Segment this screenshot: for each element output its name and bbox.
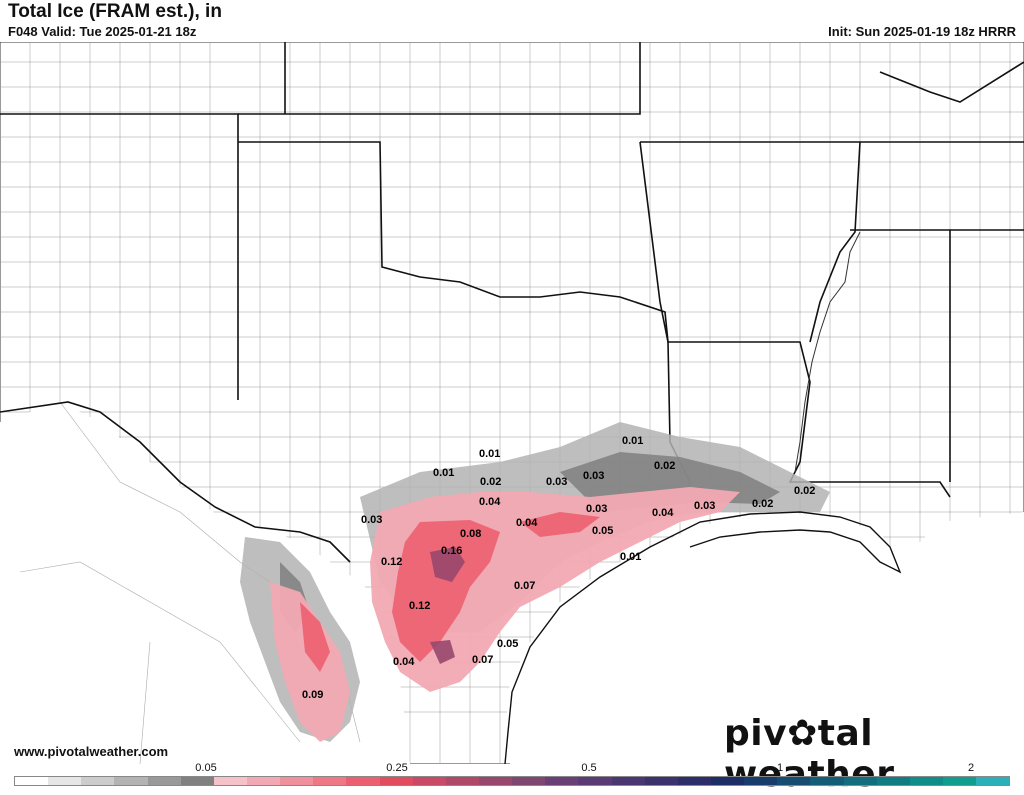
valid-time: F048 Valid: Tue 2025-01-21 18z [8,24,197,39]
init-time: Init: Sun 2025-01-19 18z HRRR [828,24,1016,39]
ice-accumulation-map: 0.01 0.01 0.01 0.02 0.03 0.03 0.02 0.04 … [0,42,1024,764]
colorbar-swatch [48,777,82,785]
colorbar-swatch [512,777,546,785]
colorbar-swatch [478,777,513,785]
colorbar-swatch [313,777,347,785]
map-label: 0.04 [516,517,538,529]
map-label: 0.02 [654,460,675,472]
colorbar-swatch [876,777,910,785]
colorbar-swatch [379,777,413,785]
colorbar-swatch [445,777,479,785]
colorbar-swatch [909,777,943,785]
colorbar-swatch [147,777,181,785]
map-label: 0.04 [652,507,674,519]
header: Total Ice (FRAM est.), in F048 Valid: Tu… [0,0,1024,42]
colorbar-swatch [942,777,977,785]
brand-right: tal weather [724,713,895,795]
mississippi-river [794,231,861,473]
colorbar-swatch [677,777,711,785]
colorbar-swatch [777,777,811,785]
gear-icon: ✿ [787,713,818,754]
map-title: Total Ice (FRAM est.), in [8,1,222,22]
colorbar-tick: 0.5 [581,762,597,774]
brand-left: piv [724,713,788,754]
ice-red [300,512,600,672]
colorbar-swatch [346,777,380,785]
map-label: 0.16 [441,545,462,557]
colorbar-swatch [246,777,281,785]
map-label: 0.01 [433,467,454,479]
map-label: 0.03 [586,503,607,515]
colorbar-swatch [81,777,115,785]
colorbar-swatch [213,777,247,785]
value-labels: 0.01 0.01 0.01 0.02 0.03 0.03 0.02 0.04 … [302,435,815,701]
colorbar-swatch [180,777,214,785]
colorbar-swatch [114,777,148,785]
colorbar-swatch [810,777,844,785]
coastline [504,511,902,764]
map-label: 0.01 [622,435,643,447]
colorbar-swatch [578,777,612,785]
colorbar-swatch [976,777,1010,785]
map-label: 0.02 [480,476,501,488]
colorbar-swatch [644,777,678,785]
map-label: 0.04 [393,656,415,668]
map-label: 0.09 [302,689,323,701]
map-label: 0.03 [694,500,715,512]
ice-purple [430,547,465,664]
map-label: 0.05 [497,638,518,650]
gulf-area [505,512,1024,764]
colorbar-swatch [611,777,645,785]
map-label: 0.08 [460,528,481,540]
colorbar-swatch [710,777,745,785]
map-label: 0.07 [472,654,493,666]
colorbar-swatch [545,777,579,785]
colorbar-tick: 2 [967,762,975,774]
colorbar-tick: 1 [776,762,784,774]
map-label: 0.12 [409,600,430,612]
map-label: 0.04 [479,496,501,508]
map-label: 0.02 [794,485,815,497]
colorbar-tick: 0.25 [386,762,408,774]
colorbar [14,776,1010,786]
map-label: 0.02 [752,498,773,510]
site-url[interactable]: www.pivotalweather.com [14,744,169,759]
map-label: 0.03 [546,476,567,488]
map-label: 0.01 [479,448,500,460]
colorbar-swatch [280,777,314,785]
colorbar-swatch [412,777,446,785]
colorbar-swatch [744,777,778,785]
map-label: 0.03 [583,470,604,482]
colorbar-swatch [843,777,877,785]
map-label: 0.01 [620,551,641,563]
map-label: 0.05 [592,525,613,537]
map-label: 0.03 [361,514,382,526]
colorbar-tick: 0.05 [195,762,217,774]
map-label: 0.12 [381,556,402,568]
map-label: 0.07 [514,580,535,592]
colorbar-swatch [15,777,49,785]
brand-logo: piv✿tal weather [724,713,1024,795]
